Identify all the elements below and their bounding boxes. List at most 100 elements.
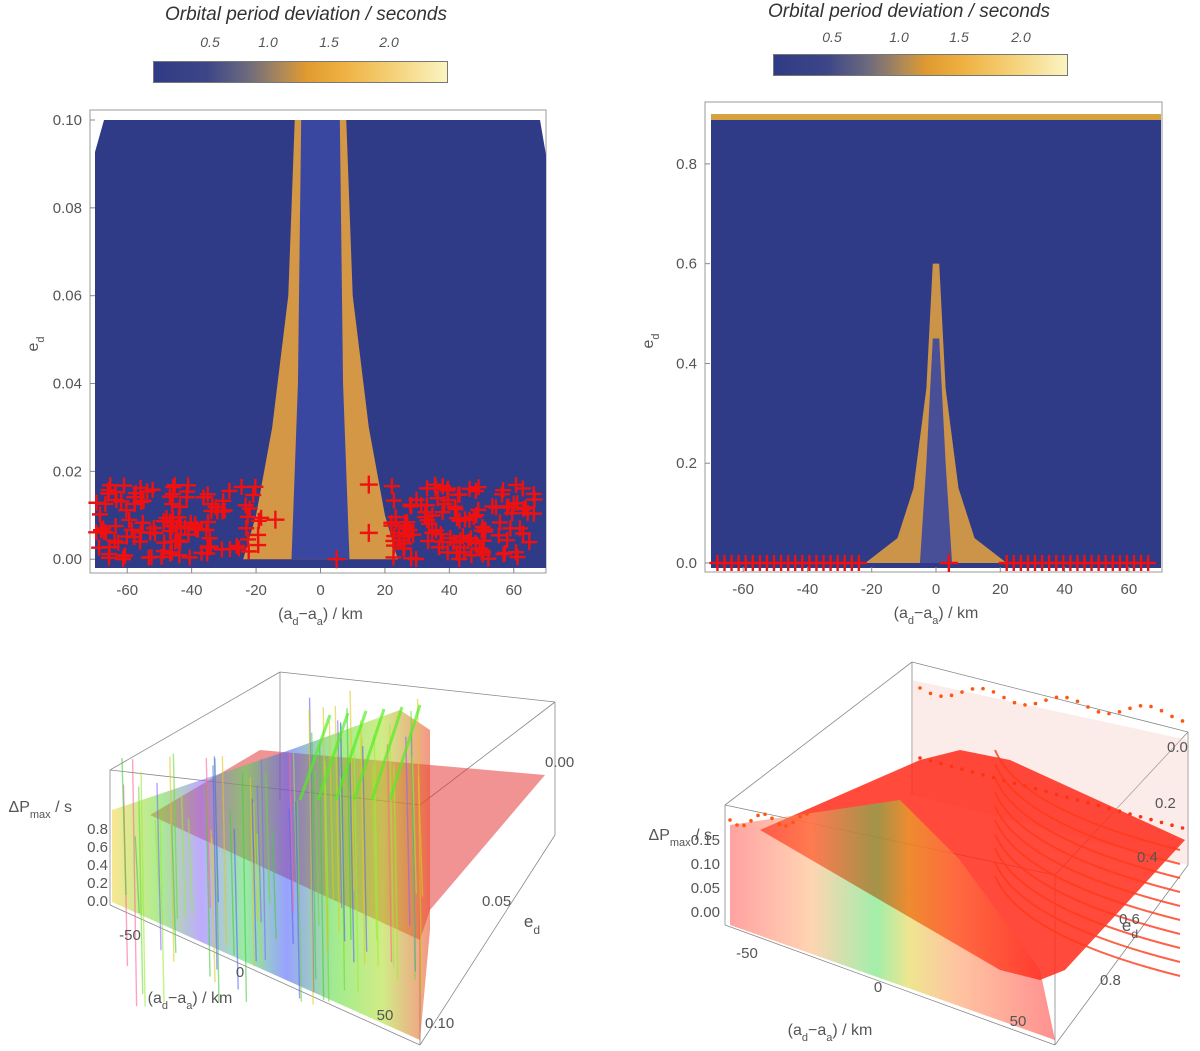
x-tick-label: -40 (181, 582, 203, 599)
data-curve (994, 861, 1181, 963)
data-streak (265, 772, 271, 904)
data-dot (949, 764, 954, 769)
data-streak (416, 698, 423, 993)
y-tick-label: 0.00 (545, 754, 574, 771)
data-streak (159, 820, 165, 1003)
data-streak (373, 735, 379, 967)
data-streak (388, 724, 395, 968)
colorbar-tick: 2.0 (1011, 29, 1031, 45)
y-tick-label: 0.04 (53, 376, 82, 393)
data-streak (334, 710, 368, 801)
data-dot (770, 816, 774, 821)
data-dot (1012, 781, 1017, 785)
data-streak (251, 798, 257, 962)
data-dot (1086, 705, 1090, 709)
data-dot (805, 812, 809, 816)
data-streak (241, 772, 248, 1002)
x-tick-label: -60 (116, 582, 138, 599)
data-streak (252, 802, 259, 921)
data-dot (1012, 700, 1017, 705)
x-tick-label: 50 (377, 1007, 394, 1024)
data-streak (156, 782, 162, 951)
data-dot (939, 694, 943, 698)
x-axis-label: (ad−aa) / km (148, 990, 233, 1012)
x-tick-label: 20 (377, 582, 394, 599)
z-tick-label: 0.00 (691, 904, 720, 921)
data-streak (322, 707, 328, 953)
data-dot (1159, 820, 1164, 825)
data-streak (370, 706, 404, 801)
heatmap-core (291, 120, 350, 560)
x-tick-label: -50 (736, 945, 758, 962)
data-dot (1180, 719, 1185, 723)
data-streak (316, 712, 350, 801)
colorbar-tick: 1.5 (319, 34, 339, 50)
data-streak (346, 708, 352, 941)
data-streak (386, 744, 393, 963)
data-curve (994, 847, 1181, 949)
colorbar-tick: 1.0 (258, 34, 278, 50)
data-dot (1033, 787, 1038, 791)
data-curve (994, 791, 1181, 893)
data-streak (233, 828, 239, 990)
data-dot (928, 759, 933, 763)
data-dot (735, 823, 739, 827)
data-dot (1044, 789, 1048, 794)
z-tick-label: 0.6 (87, 839, 108, 856)
y-tick-label: 0.02 (53, 463, 82, 480)
data-dot (970, 687, 975, 691)
data-streak (154, 820, 160, 895)
data-dot (960, 767, 964, 771)
data-streak (314, 771, 320, 926)
y-tick-label: 0.00 (53, 551, 82, 568)
x-tick-label: 60 (1121, 581, 1138, 598)
z-tick-label: 0.8 (87, 821, 108, 838)
data-dot (1138, 703, 1143, 708)
data-dot (918, 686, 922, 690)
data-streak (210, 829, 216, 983)
data-dot (784, 824, 788, 828)
y-tick-label: 0.8 (1100, 972, 1121, 989)
x-tick-label: 40 (441, 582, 458, 599)
data-streak (213, 756, 220, 903)
data-dot (1170, 823, 1174, 827)
data-streak (260, 759, 267, 961)
data-dot (949, 693, 954, 698)
data-dot (791, 820, 795, 825)
colorbar-title-left: Orbital period deviation / seconds (165, 4, 447, 25)
data-dot (981, 686, 985, 691)
top-right-panel: Orbital period deviation / seconds 0.5 1… (600, 0, 1200, 640)
y-axis-label: ed (1122, 916, 1138, 941)
x-tick-label: 0 (932, 581, 940, 598)
data-streak (256, 785, 262, 923)
data-streak (388, 704, 422, 801)
top-left-panel: Orbital period deviation / seconds 0.5 1… (0, 0, 600, 640)
data-streak (360, 720, 366, 965)
data-dot (1086, 801, 1090, 805)
data-streak (131, 759, 138, 1007)
data-dot (1149, 817, 1153, 822)
data-dot (798, 814, 802, 819)
y-tick-label: 0.6 (676, 256, 697, 273)
data-streak (205, 785, 211, 977)
y-axis-label: ed (25, 336, 47, 351)
data-curve (994, 805, 1181, 907)
data-streak (296, 800, 303, 1002)
heatmap-top-right: -60 -40 -20 0 20 40 60 0.0 0.2 0.4 0.6 0.8 (ad−aa) /… (640, 101, 1163, 627)
z-axis-label: ΔPmax / s (9, 799, 72, 821)
z-tick-label: 0.2 (87, 875, 108, 892)
y-tick-label: 0.08 (53, 200, 82, 217)
y-tick-label: 0.10 (425, 1015, 454, 1032)
z-tick-label: 0.0 (87, 893, 108, 910)
data-dot (1096, 803, 1101, 808)
data-dot (1107, 711, 1111, 716)
data-streak (256, 833, 262, 968)
data-streak (221, 755, 228, 946)
x-tick-label: 40 (1056, 581, 1073, 598)
data-dot (928, 691, 933, 696)
data-dot (1138, 815, 1143, 819)
y-tick-label: 0.0 (1167, 739, 1188, 756)
data-streak (339, 776, 345, 958)
data-dot (742, 823, 746, 828)
data-curve (994, 749, 1181, 851)
